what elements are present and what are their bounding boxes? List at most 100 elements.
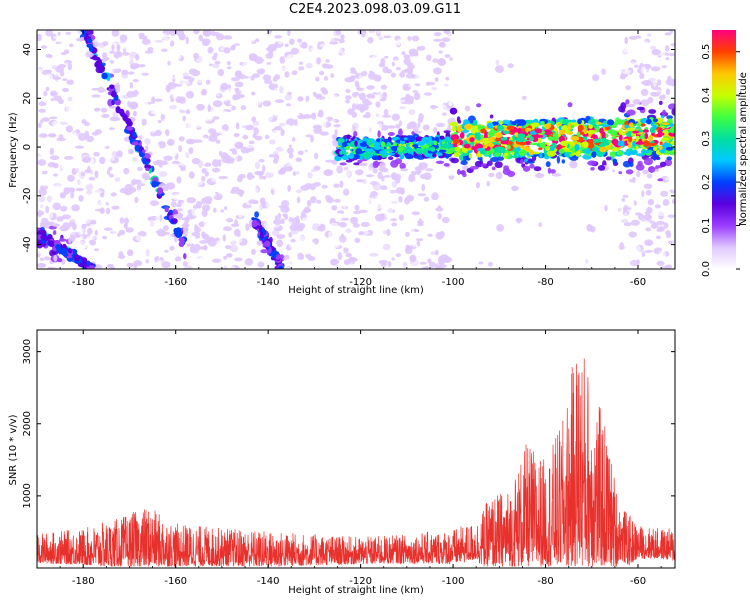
spectrogram-cell xyxy=(437,58,446,66)
spectrogram-cell xyxy=(230,240,237,245)
spectrogram-cell xyxy=(181,248,190,252)
spectrogram-cell xyxy=(93,244,100,248)
spectrogram-cell xyxy=(291,141,297,145)
spectrogram-cell xyxy=(198,34,204,42)
spectrogram-cell xyxy=(373,74,382,82)
spectrogram-cell xyxy=(649,35,656,41)
spectrogram-cell xyxy=(39,257,45,262)
spectrogram-cell xyxy=(533,181,540,188)
spectrogram-cell xyxy=(154,98,163,102)
spectrogram-cell xyxy=(285,103,292,107)
spectrogram-streak-cell xyxy=(86,38,93,44)
spectrogram-streak-cell xyxy=(88,265,95,269)
spectrogram-band-cell xyxy=(373,142,380,147)
spectrogram-cell xyxy=(164,188,169,192)
spectrogram-cell xyxy=(185,36,189,45)
spectrogram-cell xyxy=(157,119,162,124)
spectrogram-cell xyxy=(210,232,214,237)
spectrogram-cell xyxy=(488,261,493,267)
spectrogram-cell xyxy=(354,204,360,211)
x-tick-label: -160 xyxy=(164,277,187,288)
spectrogram-cell xyxy=(133,262,138,269)
spectrogram-cell xyxy=(240,146,249,154)
spectrogram-cell xyxy=(368,177,377,182)
spectrogram-cell xyxy=(664,32,672,36)
spectrogram-band-cell xyxy=(659,141,663,146)
colorbar-tick-label: 0.1 xyxy=(701,218,712,234)
spectrogram-cell xyxy=(363,57,367,63)
spectrogram-cell xyxy=(49,116,58,120)
spectrogram-cell xyxy=(85,51,94,58)
spectrogram-cell xyxy=(625,209,635,213)
spectrogram-band-cell xyxy=(438,149,447,153)
spectrogram-cell xyxy=(359,61,365,67)
spectrogram-cell xyxy=(52,202,62,211)
spectrogram-cell xyxy=(661,51,666,59)
spectrogram-cell xyxy=(425,54,432,61)
spectrogram-cell xyxy=(477,156,483,161)
spectrogram-cell xyxy=(330,96,334,104)
spectrogram-cell xyxy=(152,160,162,166)
spectrogram-cell xyxy=(659,240,663,245)
spectrogram-cell xyxy=(62,222,71,231)
spectrogram-cell xyxy=(435,35,443,39)
spectrogram-cell xyxy=(178,96,186,104)
spectrogram-cell xyxy=(291,70,298,76)
spectrogram-cell xyxy=(406,125,411,130)
spectrogram-cell xyxy=(383,108,389,116)
spectrogram-streak-cell xyxy=(66,255,73,259)
spectrogram-cell xyxy=(511,185,519,191)
spectrogram-cell xyxy=(415,74,420,81)
spectrogram-cell xyxy=(622,194,629,198)
spectrogram-cell xyxy=(66,79,74,85)
spectrogram-cell xyxy=(329,222,339,230)
spectrogram-cell xyxy=(46,221,55,225)
spectrogram-band-cell xyxy=(611,138,619,145)
spectrogram-cell xyxy=(528,158,534,162)
spectrogram-cell xyxy=(650,45,656,50)
spectrogram-cell xyxy=(208,128,217,135)
spectrogram-cell xyxy=(378,166,388,172)
spectrogram-cell xyxy=(70,231,80,239)
spectrogram-cell xyxy=(47,266,56,269)
spectrogram-cell xyxy=(432,90,439,99)
spectrogram-cell xyxy=(366,126,375,134)
spectrogram-cell xyxy=(286,147,294,155)
spectrogram-cell xyxy=(370,197,375,203)
spectrogram-cell xyxy=(626,242,637,247)
spectrogram-cell xyxy=(427,233,433,237)
spectrogram-cell xyxy=(39,221,46,229)
spectrogram-cell xyxy=(216,55,224,63)
spectrogram-band-cell xyxy=(422,148,429,155)
spectrogram-cell xyxy=(349,75,356,82)
spectrogram-cell xyxy=(648,166,656,173)
spectrogram-band-cell xyxy=(412,144,419,148)
spectrogram-cell xyxy=(307,241,316,246)
spectrogram-cell xyxy=(250,265,256,269)
spectrogram-cell xyxy=(140,183,145,187)
spectrogram-cell xyxy=(403,54,411,59)
spectrogram-cell xyxy=(55,35,63,43)
spectrogram-band-cell xyxy=(601,131,606,138)
spectrogram-cell xyxy=(391,61,396,67)
spectrogram-cell xyxy=(91,202,102,210)
spectrogram-cell xyxy=(378,259,388,265)
spectrogram-cell xyxy=(370,181,379,186)
spectrogram-cell xyxy=(666,156,673,161)
spectrogram-band-cell xyxy=(670,140,675,145)
spectrogram-cell xyxy=(253,200,259,205)
spectrogram-band-cell xyxy=(611,147,620,152)
spectrogram-cell xyxy=(646,206,653,214)
spectrogram-cell xyxy=(264,171,274,178)
spectrogram-cell xyxy=(203,152,213,156)
spectrogram-cell xyxy=(423,52,427,58)
spectrogram-cell xyxy=(297,96,304,102)
spectrogram-cell xyxy=(171,160,180,165)
spectrogram-cell xyxy=(248,140,255,145)
spectrogram-cell xyxy=(404,255,411,260)
spectrogram-cell xyxy=(41,145,48,153)
spectrogram-cell xyxy=(333,124,341,128)
spectrogram-cell xyxy=(604,204,608,212)
spectrogram-cell xyxy=(384,55,389,59)
spectrogram-cell xyxy=(350,70,358,75)
